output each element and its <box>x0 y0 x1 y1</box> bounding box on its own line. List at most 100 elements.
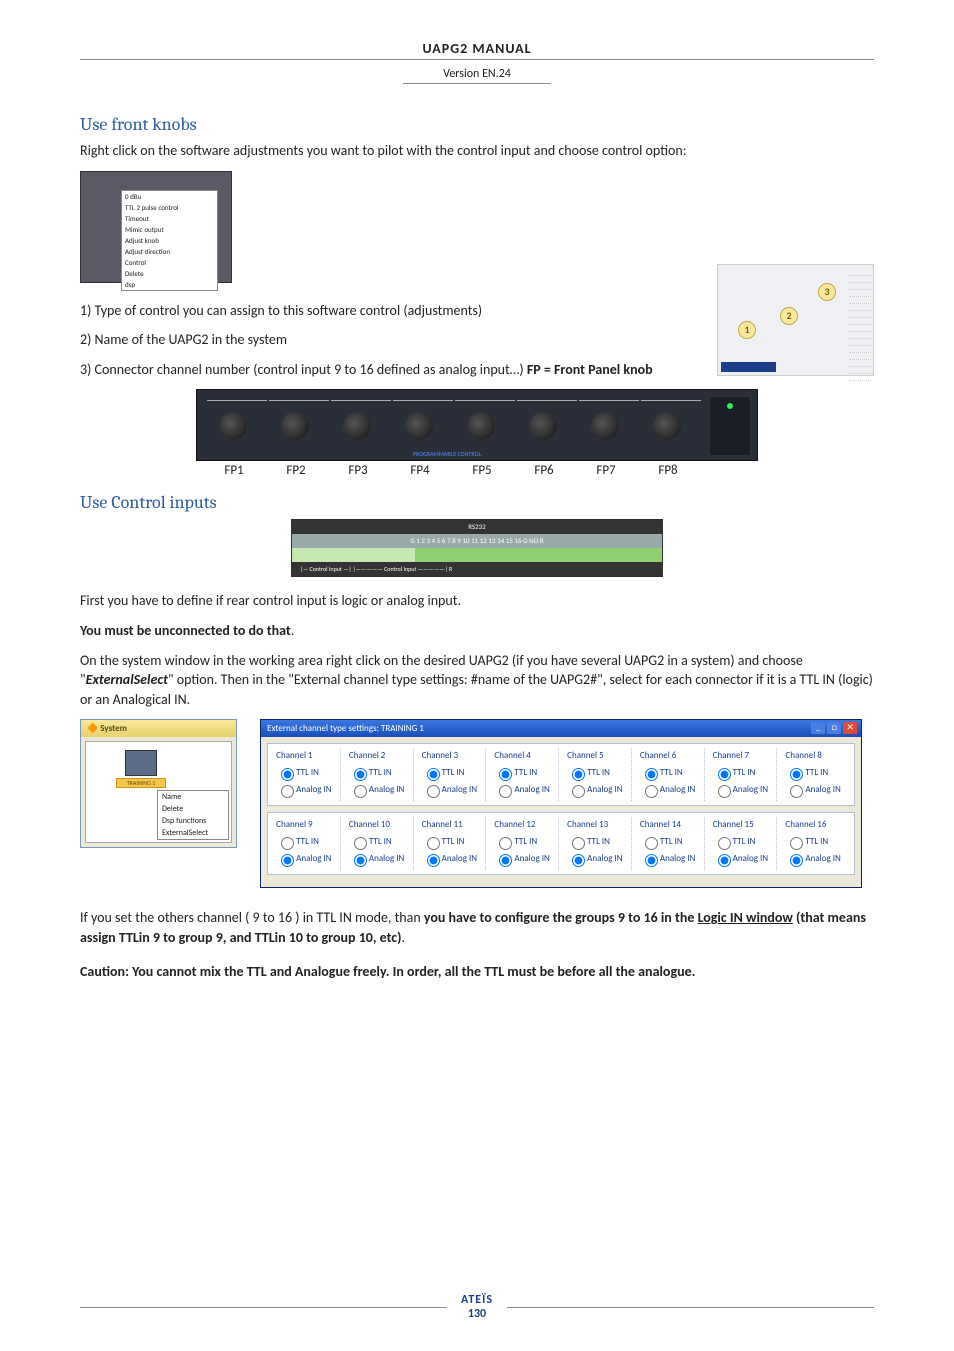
ttl-radio[interactable] <box>790 837 803 850</box>
analog-radio[interactable] <box>572 785 585 798</box>
ttl-radio[interactable] <box>718 837 731 850</box>
analog-option[interactable]: Analog IN <box>494 851 554 867</box>
analog-option[interactable]: Analog IN <box>276 782 336 798</box>
analog-option[interactable]: Analog IN <box>785 782 846 798</box>
ctx-item[interactable]: TTL 2 pulse control <box>122 202 217 213</box>
analog-option[interactable]: Analog IN <box>785 851 846 867</box>
analog-option[interactable]: Analog IN <box>713 782 773 798</box>
power-panel-icon <box>709 396 751 456</box>
close-icon[interactable]: ✕ <box>843 722 857 734</box>
analog-option[interactable]: Analog IN <box>567 782 627 798</box>
analog-radio[interactable] <box>645 854 658 867</box>
device-icon <box>125 750 157 776</box>
ttl-option[interactable]: TTL IN <box>349 834 409 850</box>
analog-radio[interactable] <box>790 854 803 867</box>
analog-radio[interactable] <box>572 854 585 867</box>
ctx-item[interactable]: ExternalSelect <box>158 827 228 839</box>
ttl-radio[interactable] <box>790 768 803 781</box>
closing-p1: If you set the others channel ( 9 to 16 … <box>80 908 874 947</box>
analog-radio[interactable] <box>427 785 440 798</box>
ci-dots <box>292 548 662 562</box>
analog-option[interactable]: Analog IN <box>567 851 627 867</box>
ttl-option[interactable]: TTL IN <box>494 765 554 781</box>
ttl-option[interactable]: TTL IN <box>713 834 773 850</box>
analog-radio[interactable] <box>354 854 367 867</box>
analog-radio[interactable] <box>427 854 440 867</box>
ctx-item[interactable]: Adjust direction <box>122 246 217 257</box>
ttl-option[interactable]: TTL IN <box>494 834 554 850</box>
ttl-radio[interactable] <box>281 837 294 850</box>
callout-stripe <box>721 362 776 372</box>
analog-option[interactable]: Analog IN <box>349 782 409 798</box>
ttl-option[interactable]: TTL IN <box>422 765 482 781</box>
analog-radio[interactable] <box>499 785 512 798</box>
analog-radio[interactable] <box>281 785 294 798</box>
analog-radio[interactable] <box>354 785 367 798</box>
analog-radio[interactable] <box>718 785 731 798</box>
footer-line-right <box>507 1307 874 1308</box>
analog-radio[interactable] <box>790 785 803 798</box>
front-panel-figure: PROGRAMMABLE CONTROL <box>196 389 758 461</box>
analog-option[interactable]: Analog IN <box>422 782 482 798</box>
maximize-icon[interactable]: □ <box>827 722 841 734</box>
analog-radio[interactable] <box>718 854 731 867</box>
fp-label: FP2 <box>265 463 327 478</box>
channel-name: Channel 9 <box>276 819 336 830</box>
minimize-icon[interactable]: _ <box>811 722 825 734</box>
channel-grid-1: Channel 1TTL INAnalog INChannel 2TTL INA… <box>267 743 855 806</box>
closing-p2: Caution: You cannot mix the TTL and Anal… <box>80 962 874 982</box>
ttl-radio[interactable] <box>572 768 585 781</box>
analog-option[interactable]: Analog IN <box>422 851 482 867</box>
ttl-radio[interactable] <box>499 768 512 781</box>
ttl-radio[interactable] <box>645 768 658 781</box>
analog-radio[interactable] <box>499 854 512 867</box>
ttl-radio[interactable] <box>572 837 585 850</box>
ttl-radio[interactable] <box>281 768 294 781</box>
ctx-item[interactable]: Delete <box>158 803 228 815</box>
ttl-option[interactable]: TTL IN <box>567 765 627 781</box>
ctx-item[interactable]: Mimic output <box>122 224 217 235</box>
ttl-option[interactable]: TTL IN <box>567 834 627 850</box>
ttl-option[interactable]: TTL IN <box>713 765 773 781</box>
analog-option[interactable]: Analog IN <box>276 851 336 867</box>
ttl-option[interactable]: TTL IN <box>640 765 700 781</box>
closing-p1-b1: you have to configure the groups 9 to 16… <box>424 909 698 926</box>
ttl-radio[interactable] <box>499 837 512 850</box>
ctx-item[interactable]: Adjust knob <box>122 235 217 246</box>
ctx-item[interactable]: dsp <box>122 279 217 290</box>
ttl-radio[interactable] <box>427 837 440 850</box>
analog-option[interactable]: Analog IN <box>349 851 409 867</box>
ttl-radio[interactable] <box>354 768 367 781</box>
external-window-body: Channel 1TTL INAnalog INChannel 2TTL INA… <box>261 737 861 887</box>
ctx-item[interactable]: Dsp functions <box>158 815 228 827</box>
ctx-item[interactable]: 0 dBu <box>122 191 217 202</box>
ttl-radio[interactable] <box>718 768 731 781</box>
ttl-radio[interactable] <box>427 768 440 781</box>
ctx-item[interactable]: Control <box>122 257 217 268</box>
analog-radio[interactable] <box>281 854 294 867</box>
ttl-radio[interactable] <box>354 837 367 850</box>
footer-center: ATEÏS 130 <box>447 1293 507 1321</box>
s2-para2: You must be unconnected to do that. <box>80 621 874 641</box>
fp-label: FP6 <box>513 463 575 478</box>
channel-cell: Channel 15TTL INAnalog IN <box>709 817 778 870</box>
ttl-option[interactable]: TTL IN <box>785 834 846 850</box>
ttl-option[interactable]: TTL IN <box>349 765 409 781</box>
ttl-option[interactable]: TTL IN <box>276 834 336 850</box>
fp-labels: FP1 FP2 FP3 FP4 FP5 FP6 FP7 FP8 <box>191 463 763 478</box>
ttl-option[interactable]: TTL IN <box>785 765 846 781</box>
ctx-item[interactable]: Timeout <box>122 213 217 224</box>
ttl-option[interactable]: TTL IN <box>422 834 482 850</box>
analog-option[interactable]: Analog IN <box>494 782 554 798</box>
analog-option[interactable]: Analog IN <box>640 851 700 867</box>
ttl-radio[interactable] <box>645 837 658 850</box>
analog-radio[interactable] <box>645 785 658 798</box>
ttl-option[interactable]: TTL IN <box>640 834 700 850</box>
ctx-item[interactable]: Name <box>158 791 228 803</box>
channel-cell: Channel 5TTL INAnalog IN <box>563 748 632 801</box>
ctx-item[interactable]: Delete <box>122 268 217 279</box>
analog-option[interactable]: Analog IN <box>713 851 773 867</box>
analog-option[interactable]: Analog IN <box>640 782 700 798</box>
doc-version: Version EN.24 <box>403 65 551 84</box>
ttl-option[interactable]: TTL IN <box>276 765 336 781</box>
